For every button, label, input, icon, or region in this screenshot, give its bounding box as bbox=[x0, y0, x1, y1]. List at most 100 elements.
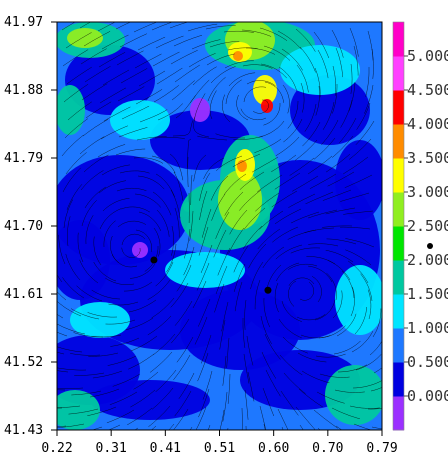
streamline bbox=[288, 263, 318, 270]
colorbar-segment bbox=[393, 260, 404, 295]
streamline bbox=[367, 407, 382, 410]
streamline bbox=[67, 101, 92, 121]
streamline bbox=[57, 389, 66, 391]
colorbar-segment bbox=[393, 22, 404, 57]
contour-region bbox=[261, 99, 273, 113]
streamline bbox=[138, 70, 166, 87]
streamline bbox=[128, 353, 155, 370]
colorbar-label: 0.500 bbox=[407, 353, 448, 371]
colorbar-segment bbox=[393, 362, 404, 397]
streamline bbox=[278, 318, 302, 339]
colorbar-label: 2.500 bbox=[407, 217, 448, 235]
streamline bbox=[151, 297, 175, 319]
streamline bbox=[155, 35, 184, 49]
streamline bbox=[147, 315, 172, 336]
streamline bbox=[57, 425, 67, 428]
streamline bbox=[57, 300, 82, 317]
streamline bbox=[65, 152, 87, 175]
streamline bbox=[299, 424, 304, 430]
streamline bbox=[199, 190, 208, 221]
streamline bbox=[135, 229, 152, 252]
streamline bbox=[352, 380, 382, 389]
streamline bbox=[133, 157, 164, 164]
streamline bbox=[97, 22, 116, 32]
streamline bbox=[234, 281, 243, 312]
streamline bbox=[171, 225, 174, 256]
streamline bbox=[151, 22, 174, 31]
streamline bbox=[274, 282, 279, 313]
streamline bbox=[190, 174, 193, 206]
streamline bbox=[80, 48, 107, 65]
y-tick-label: 41.88 bbox=[4, 83, 43, 98]
streamline bbox=[189, 79, 210, 104]
streamline bbox=[121, 105, 150, 120]
colorbar-segment bbox=[393, 192, 404, 227]
streamline bbox=[174, 300, 193, 326]
streamline bbox=[252, 99, 269, 114]
streamline bbox=[71, 390, 102, 396]
streamline bbox=[288, 280, 297, 307]
streamline bbox=[264, 81, 284, 103]
streamline bbox=[121, 247, 141, 258]
colorbar-label: 3.000 bbox=[407, 183, 448, 201]
streamline bbox=[334, 389, 365, 393]
streamline bbox=[183, 246, 195, 276]
streamline bbox=[337, 364, 367, 373]
streamline bbox=[57, 314, 64, 319]
streamline bbox=[129, 263, 156, 279]
streamline bbox=[309, 173, 337, 190]
contour-region bbox=[67, 28, 103, 48]
streamline bbox=[210, 175, 229, 201]
streamline bbox=[349, 405, 380, 409]
streamline bbox=[99, 87, 127, 104]
streamline bbox=[348, 138, 372, 160]
streamline bbox=[70, 353, 101, 356]
streamline bbox=[97, 144, 126, 158]
streamline bbox=[275, 244, 303, 260]
streamline bbox=[322, 189, 352, 201]
streamline bbox=[91, 289, 121, 300]
streamline bbox=[254, 279, 261, 310]
streamline bbox=[281, 300, 302, 322]
streamline bbox=[176, 336, 194, 363]
streamline bbox=[313, 137, 336, 160]
streamline bbox=[261, 351, 277, 379]
streamline bbox=[153, 227, 161, 257]
streamline bbox=[176, 264, 192, 292]
streamline bbox=[274, 208, 302, 225]
streamline bbox=[101, 34, 129, 50]
streamline bbox=[108, 301, 139, 306]
streamline bbox=[172, 120, 193, 137]
streamline bbox=[302, 121, 321, 147]
streamline bbox=[107, 424, 121, 430]
contour-region bbox=[150, 110, 250, 170]
streamline bbox=[57, 387, 84, 389]
streamline bbox=[205, 25, 236, 30]
streamline bbox=[233, 135, 264, 140]
streamline bbox=[315, 353, 346, 358]
x-tick-label: 0.31 bbox=[96, 441, 127, 456]
streamline bbox=[210, 66, 236, 84]
streamline bbox=[77, 232, 84, 263]
streamline bbox=[326, 238, 357, 245]
streamline bbox=[111, 254, 138, 268]
streamline bbox=[119, 170, 150, 174]
streamline bbox=[173, 354, 191, 381]
streamline bbox=[349, 27, 359, 57]
streamline bbox=[299, 281, 314, 301]
streamline bbox=[91, 334, 122, 338]
streamline bbox=[79, 22, 92, 29]
streamline bbox=[87, 312, 118, 318]
streamline bbox=[70, 308, 100, 320]
streamline bbox=[274, 172, 301, 190]
streamline bbox=[339, 117, 357, 143]
streamline bbox=[209, 40, 240, 48]
streamline bbox=[63, 199, 74, 229]
streamline bbox=[102, 198, 130, 212]
streamline bbox=[242, 225, 263, 250]
streamline bbox=[343, 156, 369, 175]
streamline bbox=[353, 45, 359, 76]
streamline bbox=[171, 80, 195, 101]
contour-region bbox=[233, 51, 243, 61]
streamline bbox=[226, 337, 230, 368]
